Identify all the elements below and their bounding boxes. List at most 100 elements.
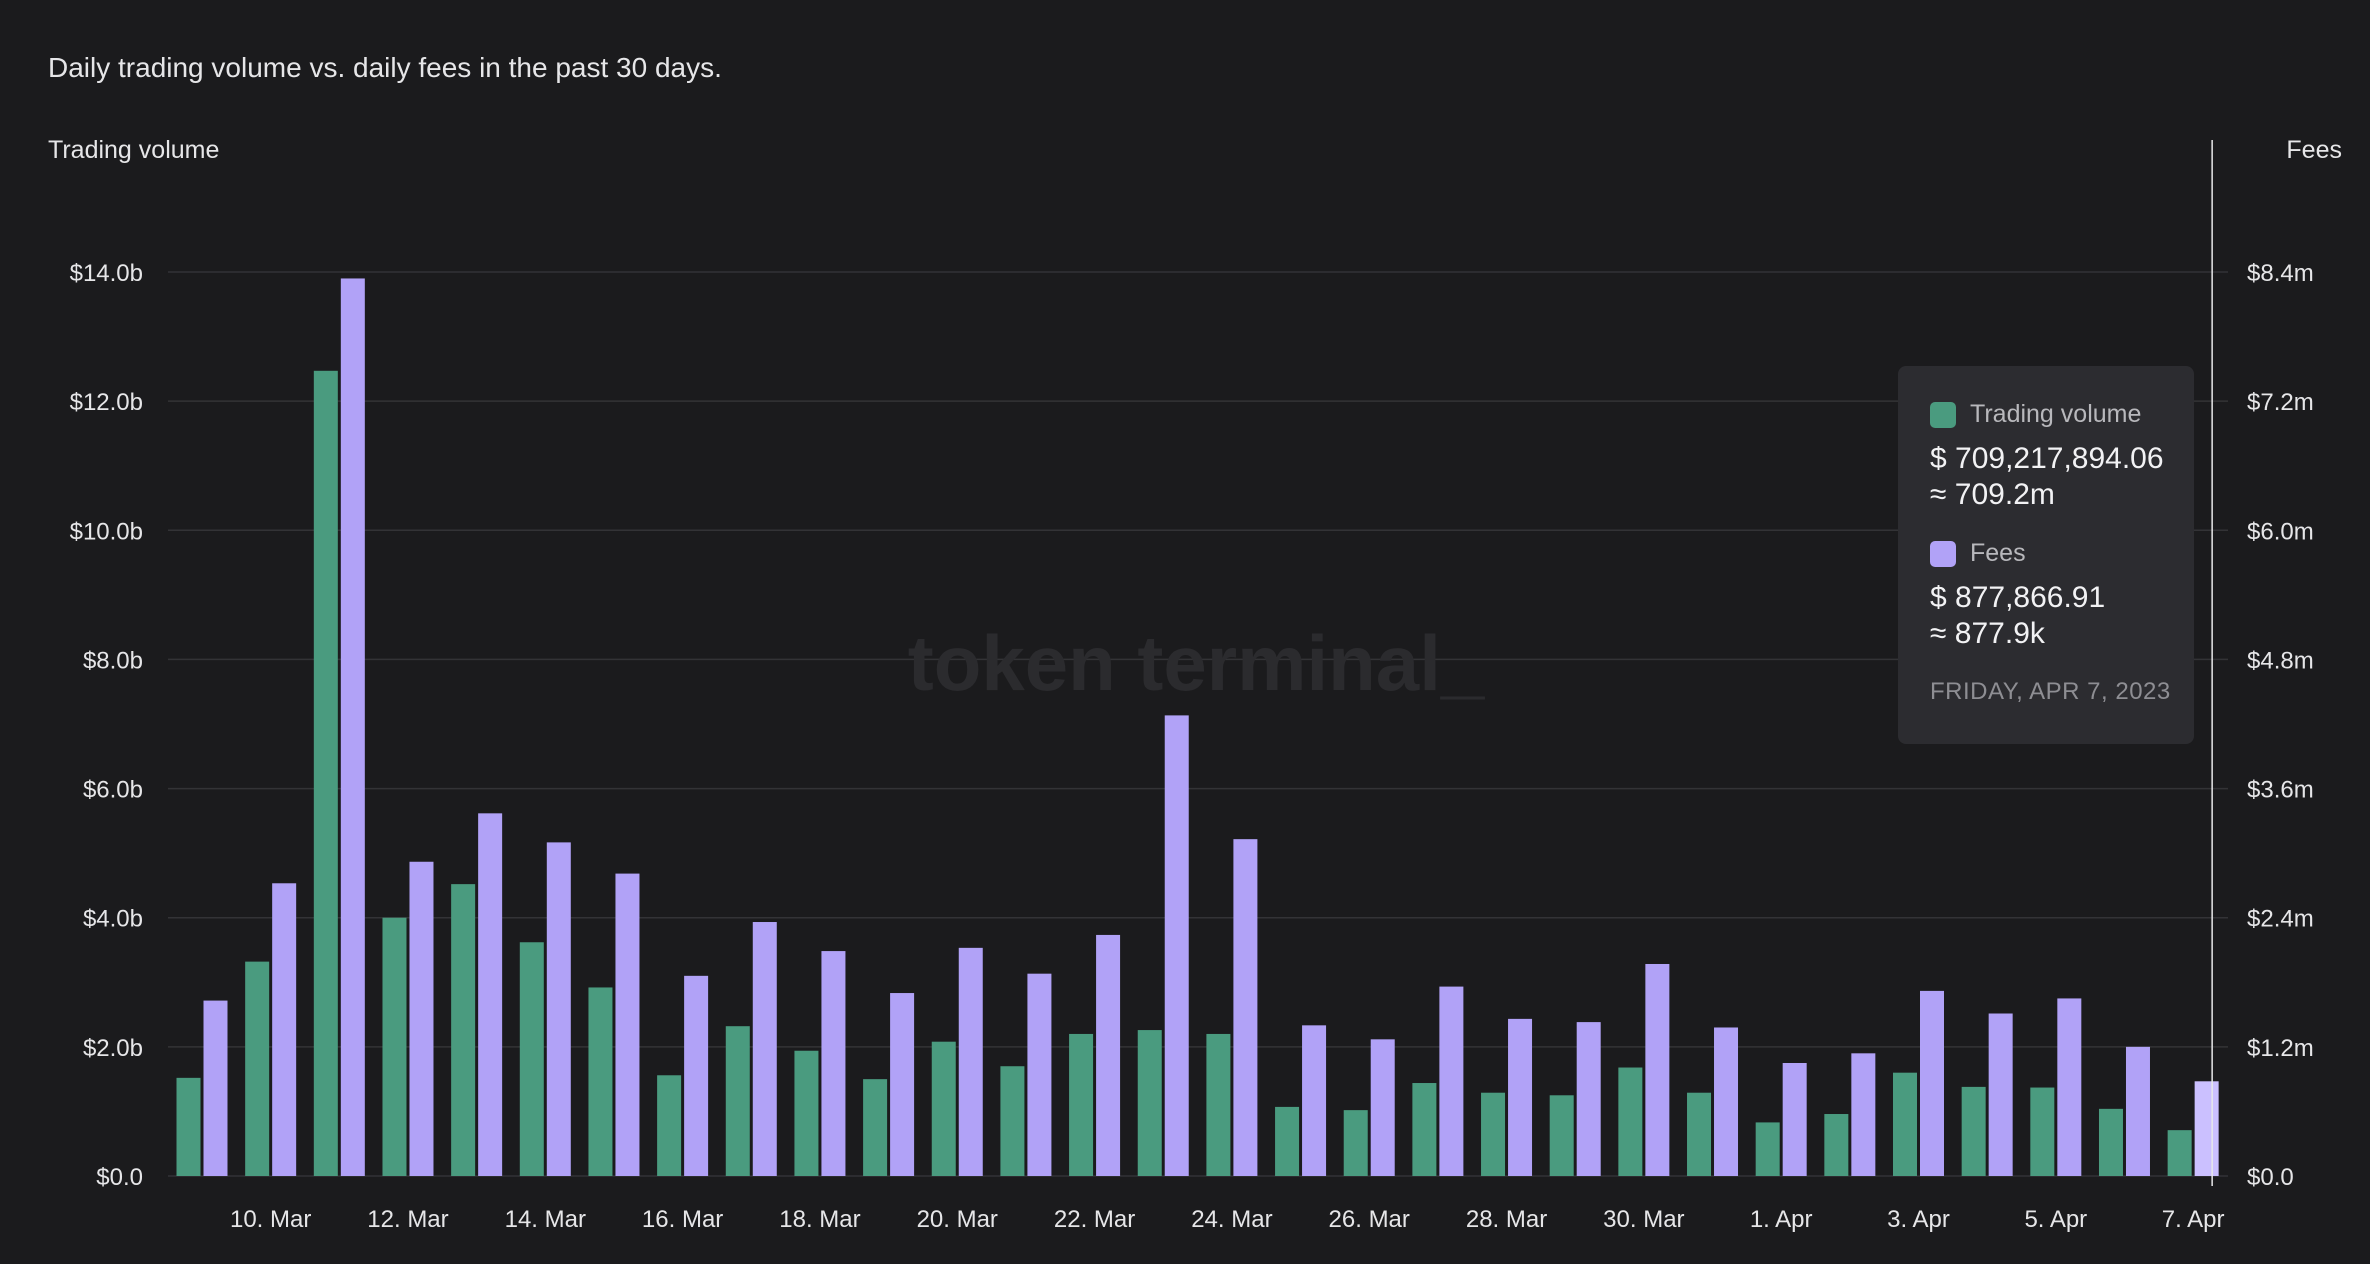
tooltip-series-fees: Fees [1930,539,2194,568]
x-axis-tick-label: 7. Apr [2162,1206,2225,1233]
x-axis-tick-label: 3. Apr [1887,1206,1950,1233]
fees-bar[interactable] [272,883,297,1176]
fees-bar[interactable] [1782,1063,1807,1176]
trading-volume-bar[interactable] [1069,1033,1094,1176]
chart-title: Daily trading volume vs. daily fees in t… [48,52,722,83]
hover-tooltip: Trading volume $ 709,217,894.06 ≈ 709.2m… [1898,366,2194,744]
tooltip-fees-label: Fees [1970,539,2026,567]
fees-bar[interactable] [684,975,709,1176]
fees-bar[interactable] [409,861,434,1176]
trading-volume-bar[interactable] [794,1050,819,1176]
x-axis-tick-label: 10. Mar [230,1206,311,1233]
fees-bar[interactable] [1439,986,1464,1176]
fees-bar[interactable] [752,922,777,1176]
fees-bar[interactable] [2057,998,2082,1176]
left-axis-tick-label: $14.0b [70,260,143,287]
left-axis-title: Trading volume [48,136,220,164]
fees-bar[interactable] [821,951,846,1176]
trading-volume-bar[interactable] [451,884,476,1176]
fees-bar[interactable] [890,993,915,1176]
fees-bar[interactable] [1851,1053,1876,1176]
fees-bar[interactable] [615,873,640,1176]
left-axis-tick-label: $0.0 [96,1164,143,1191]
trading-volume-bar[interactable] [1824,1114,1849,1176]
fees-swatch-icon [1930,540,1956,567]
x-axis-tick-label: 30. Mar [1603,1206,1684,1233]
trading-volume-bar[interactable] [1549,1095,1574,1176]
trading-volume-bar[interactable] [313,370,338,1176]
trading-volume-bar[interactable] [1206,1033,1231,1176]
trading-volume-bar[interactable] [1412,1083,1437,1176]
fees-bar[interactable] [2125,1046,2150,1176]
fees-bar[interactable] [958,947,983,1176]
fees-bar[interactable] [2194,1081,2219,1176]
fees-bar[interactable] [1508,1018,1533,1176]
x-axis-tick-label: 14. Mar [505,1206,586,1233]
fees-bar[interactable] [1164,715,1189,1176]
fees-bar[interactable] [478,813,503,1176]
trading-volume-bar[interactable] [1137,1030,1162,1176]
trading-volume-bar[interactable] [863,1079,888,1176]
trading-volume-bar[interactable] [1343,1110,1368,1176]
fees-bar[interactable] [1096,934,1121,1176]
trading-volume-bar[interactable] [519,942,544,1176]
left-axis-tick-label: $4.0b [83,906,143,933]
fees-bar[interactable] [1233,839,1258,1176]
fees-bar[interactable] [1988,1013,2013,1176]
trading-volume-bar[interactable] [382,917,407,1176]
left-axis-tick-label: $8.0b [83,647,143,674]
trading-volume-bar[interactable] [1961,1086,1986,1176]
right-axis-tick-label: $0.0 [2247,1164,2294,1191]
trading-volume-bar[interactable] [176,1077,201,1176]
x-axis-tick-label: 16. Mar [642,1206,723,1233]
fees-bar[interactable] [340,278,365,1176]
right-axis-tick-label: $4.8m [2247,647,2314,674]
fees-bar[interactable] [1645,963,1670,1176]
trading-volume-bar[interactable] [1618,1067,1643,1176]
tooltip-trading-volume-value: $ 709,217,894.06 [1930,442,2164,475]
trading-volume-bar[interactable] [588,987,613,1176]
trading-volume-bar[interactable] [1481,1092,1506,1176]
trading-volume-bar[interactable] [1687,1092,1712,1176]
tooltip-fees-approx: ≈ 877.9k [1930,617,2045,650]
right-axis-tick-label: $6.0m [2247,518,2314,545]
x-axis-tick-label: 1. Apr [1750,1206,1813,1233]
x-axis-tick-label: 28. Mar [1466,1206,1547,1233]
trading-volume-bar[interactable] [1893,1072,1917,1176]
fees-bar[interactable] [1027,973,1052,1176]
fees-bar[interactable] [1714,1027,1739,1176]
x-axis-tick-label: 22. Mar [1054,1206,1135,1233]
fees-bar[interactable] [203,1000,228,1176]
trading-volume-bar[interactable] [245,961,270,1176]
fees-bar[interactable] [1370,1039,1395,1176]
fees-bar[interactable] [546,842,571,1176]
x-axis-tick-label: 24. Mar [1191,1206,1272,1233]
fees-bar[interactable] [1302,1025,1327,1176]
trading-volume-bar[interactable] [931,1041,956,1176]
trading-volume-bar[interactable] [1755,1122,1780,1176]
trading-volume-bar[interactable] [1000,1066,1025,1176]
left-axis-tick-label: $12.0b [70,389,143,416]
trading-volume-bar[interactable] [657,1075,682,1176]
fees-bar[interactable] [1576,1022,1601,1176]
trading-volume-bar[interactable] [1275,1106,1300,1176]
right-axis-title: Fees [2286,136,2342,164]
right-axis-tick-label: $8.4m [2247,260,2314,287]
x-axis-tick-label: 18. Mar [779,1206,860,1233]
tooltip-fees-value: $ 877,866.91 [1930,581,2106,614]
left-axis-tick-label: $2.0b [83,1035,143,1062]
trading-volume-bar[interactable] [2098,1108,2123,1176]
x-axis-tick-label: 5. Apr [2024,1206,2087,1233]
right-axis-tick-label: $7.2m [2247,389,2314,416]
x-axis-tick-label: 26. Mar [1329,1206,1410,1233]
trading-volume-bar[interactable] [2167,1130,2192,1176]
trading-volume-bar[interactable] [2030,1087,2055,1176]
right-axis-tick-label: $3.6m [2247,777,2314,804]
tooltip-trading-volume-label: Trading volume [1970,400,2142,428]
tooltip-date: FRIDAY, APR 7, 2023 [1930,678,2171,705]
trading-volume-bar[interactable] [725,1026,750,1176]
tooltip-series-trading-volume: Trading volume [1930,400,2194,429]
right-axis-tick-label: $2.4m [2247,906,2314,933]
fees-bar[interactable] [1920,990,1944,1176]
